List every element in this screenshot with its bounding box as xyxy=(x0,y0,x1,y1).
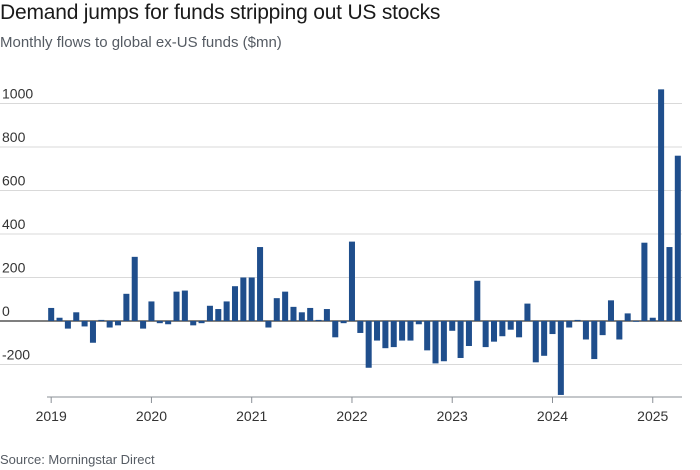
bar xyxy=(340,321,347,324)
y-tick-label: 400 xyxy=(2,216,26,232)
bar xyxy=(290,306,297,321)
bar xyxy=(131,256,138,321)
bar xyxy=(332,321,339,338)
bar xyxy=(273,298,280,321)
bar xyxy=(365,321,372,368)
bar xyxy=(115,321,122,326)
bar xyxy=(415,321,422,325)
x-tick-label: 2022 xyxy=(336,408,367,424)
bar xyxy=(633,321,640,322)
bar xyxy=(123,293,130,321)
bar xyxy=(148,301,155,321)
x-axis: 2019 2020 2021 2022 2023 2024 2025 xyxy=(36,396,682,424)
bar xyxy=(507,321,514,330)
x-tick-label: 2020 xyxy=(136,408,167,424)
bar xyxy=(432,321,439,364)
bar xyxy=(674,155,681,321)
y-tick-label: 800 xyxy=(2,129,26,145)
bar xyxy=(482,321,489,348)
bar xyxy=(190,321,197,326)
bars xyxy=(48,89,681,395)
bar xyxy=(223,301,230,321)
bar xyxy=(591,321,598,360)
chart-title: Demand jumps for funds stripping out US … xyxy=(0,1,441,24)
y-tick-label: 200 xyxy=(2,260,26,276)
bar xyxy=(616,321,623,340)
bar xyxy=(390,321,397,348)
bar xyxy=(641,242,648,321)
bar xyxy=(658,89,665,321)
bar xyxy=(64,321,71,329)
bar xyxy=(298,312,305,321)
bar xyxy=(549,321,556,335)
bar xyxy=(599,321,606,336)
bar xyxy=(156,321,163,324)
bar xyxy=(348,241,355,321)
bar xyxy=(649,317,656,321)
bar xyxy=(607,300,614,321)
bar xyxy=(282,291,289,321)
bar xyxy=(524,303,531,321)
bar xyxy=(81,321,88,327)
y-tick-label: 1000 xyxy=(2,86,33,102)
bar xyxy=(541,321,548,356)
bar xyxy=(424,321,431,351)
bar xyxy=(323,309,330,321)
bar xyxy=(240,277,247,321)
bar xyxy=(56,317,63,321)
y-tick-label: 600 xyxy=(2,173,26,189)
bar xyxy=(374,321,381,341)
bar xyxy=(566,321,573,328)
bar xyxy=(574,319,581,321)
bar xyxy=(465,321,472,347)
y-tick-label: 0 xyxy=(2,303,10,319)
bar xyxy=(315,319,322,321)
bar xyxy=(98,319,105,321)
bar xyxy=(215,309,222,321)
x-tick-label: 2021 xyxy=(236,408,267,424)
x-tick-label: 2023 xyxy=(437,408,468,424)
bar xyxy=(457,321,464,358)
bar xyxy=(516,321,523,338)
bar xyxy=(357,321,364,333)
bar xyxy=(532,321,539,363)
bar xyxy=(582,321,589,340)
bar xyxy=(106,321,113,328)
bar xyxy=(499,321,506,337)
x-tick-label: 2025 xyxy=(637,408,668,424)
bar xyxy=(666,247,673,321)
gridlines: -200 0 200 400 600 800 1000 xyxy=(0,86,682,365)
bar xyxy=(48,307,55,321)
bar xyxy=(382,321,389,349)
bar xyxy=(307,307,314,321)
x-tick-label: 2024 xyxy=(537,408,568,424)
x-tick-label: 2019 xyxy=(36,408,67,424)
chart-subtitle: Monthly flows to global ex-US funds ($mn… xyxy=(0,34,282,51)
bar xyxy=(440,321,447,362)
bar xyxy=(624,313,631,321)
bar xyxy=(231,286,239,321)
bar xyxy=(491,321,498,342)
bar xyxy=(206,305,213,321)
bar xyxy=(181,290,188,321)
bar xyxy=(407,321,414,341)
bar xyxy=(173,291,180,321)
y-tick-label: -200 xyxy=(2,347,30,363)
bar xyxy=(165,321,172,325)
bar xyxy=(399,321,406,341)
bar xyxy=(73,312,80,321)
bar xyxy=(265,321,272,328)
bar xyxy=(557,321,564,395)
source-note: Source: Morningstar Direct xyxy=(0,452,155,467)
bar xyxy=(449,321,456,331)
bar xyxy=(89,321,96,343)
bar xyxy=(474,280,481,321)
bar xyxy=(140,321,147,329)
bar xyxy=(248,277,255,321)
bar xyxy=(198,321,205,324)
bar xyxy=(257,247,264,321)
